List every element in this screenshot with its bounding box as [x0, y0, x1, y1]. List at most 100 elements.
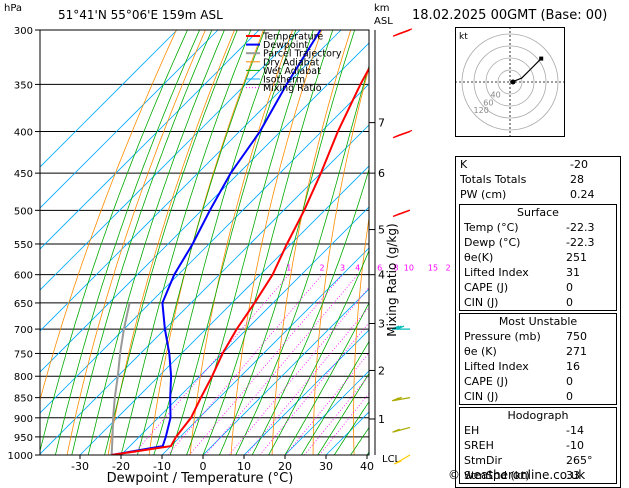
surface-value: 31 — [566, 266, 580, 279]
wet-adiabat-line — [301, 340, 369, 455]
pressure-tick-label: 900 — [14, 414, 33, 425]
legend-entry: Parcel Trajectory — [263, 49, 342, 60]
hodo-row: StmDir 265° — [460, 453, 616, 468]
unstable-label: θe (K) — [464, 345, 497, 358]
mixing-ratio-line — [245, 306, 369, 455]
mixing-ratio-axis-label: Mixing Ratio (g/kg) — [385, 223, 399, 336]
mixing-ratio-line — [167, 274, 323, 455]
temp-tick-label: -10 — [153, 460, 171, 473]
hodograph-unit-label: kt — [459, 32, 468, 42]
index-label: Totals Totals — [460, 173, 527, 186]
surface-row: Temp (°C) -22.3 — [460, 220, 616, 235]
location-title: 51°41'N 55°06'E 159m ASL — [58, 8, 223, 22]
wind-barb — [391, 325, 410, 330]
temp-tick-label: -30 — [71, 460, 89, 473]
isotherm-line — [202, 288, 369, 455]
plot-frame — [39, 29, 370, 456]
wet-adiabat-line — [169, 30, 297, 455]
wet-adiabat-line — [317, 372, 369, 455]
indices-panel: K -20 Totals Totals 28 PW (cm) 0.24 Surface T… — [455, 156, 621, 488]
wet-adiabat-line — [71, 30, 213, 455]
mixing-ratio-line — [228, 286, 369, 455]
surface-value: 251 — [566, 251, 587, 264]
wind-barb — [392, 209, 411, 218]
unstable-value: 271 — [566, 345, 587, 358]
unstable-label: Pressure (mb) — [464, 330, 541, 343]
unstable-value: 0 — [566, 375, 573, 388]
wet-adiabat-line — [186, 30, 314, 455]
hodo-label: SREH — [464, 439, 494, 452]
surface-label: Dewp (°C) — [464, 236, 521, 249]
hodo-row: EH -14 — [460, 423, 616, 438]
pressure-tick-label: 400 — [14, 128, 33, 139]
km-tick-label: 2 — [378, 364, 385, 377]
surface-value: 0 — [566, 296, 573, 309]
pressure-tick-label: 700 — [14, 325, 33, 336]
wet-adiabat-line — [268, 249, 369, 455]
temp-tick-label: -20 — [112, 460, 130, 473]
surface-label: CAPE (J) — [464, 281, 509, 294]
legend-entry: Dewpoint — [263, 40, 308, 51]
wet-adiabat-line — [366, 451, 369, 455]
isotherm-line — [40, 83, 369, 414]
hodograph-ring — [461, 33, 559, 131]
hodograph-ring — [473, 45, 547, 119]
dry-adiabat-line — [66, 30, 206, 455]
dewpoint-line — [111, 30, 322, 455]
wind-barb — [392, 129, 413, 139]
unstable-value: 16 — [566, 360, 580, 373]
unstable-row: Lifted Index 16 — [460, 359, 616, 374]
surface-value: -22.3 — [566, 221, 595, 234]
wind-barb — [392, 396, 411, 402]
hodo-value: -10 — [566, 439, 584, 452]
hodo-row: SREH -10 — [460, 438, 616, 453]
unstable-value: 0 — [566, 390, 573, 403]
hodo-value: 33 — [566, 469, 580, 482]
datetime-title: 18.02.2025 00GMT (Base: 00) — [412, 8, 608, 23]
dry-adiabat-line — [230, 30, 323, 455]
isotherm-line — [40, 30, 219, 209]
wind-barb — [392, 28, 413, 37]
km-tick-label: 6 — [378, 167, 385, 180]
km-tick-label: 3 — [378, 318, 385, 331]
copyright-footer: © weatheronline.co.uk — [448, 468, 586, 482]
surface-row: θe(K) 251 — [460, 250, 616, 265]
hodograph-ring-label: 60 — [483, 98, 493, 107]
dry-adiabat-line — [148, 30, 264, 455]
surface-label: Lifted Index — [464, 266, 529, 279]
legend-entry: Temperature — [262, 32, 323, 43]
temperature-line — [111, 66, 369, 455]
unstable-box: Most Unstable Pressure (mb) 750 θe (K) 271 L… — [459, 313, 617, 405]
dry-adiabat-line — [353, 215, 369, 455]
surface-label: CIN (J) — [464, 296, 499, 309]
dry-adiabat-line — [312, 66, 369, 455]
pressure-tick-label: 300 — [14, 26, 33, 37]
lcl-label: LCL — [382, 454, 401, 465]
dry-adiabat-line — [431, 30, 450, 455]
dry-adiabat-line — [107, 30, 235, 455]
temp-tick-label: 0 — [200, 460, 207, 473]
unstable-label: CIN (J) — [464, 390, 499, 403]
unstable-row: Pressure (mb) 750 — [460, 329, 616, 344]
temp-tick-label: 20 — [278, 460, 292, 473]
wet-adiabat-line — [55, 30, 200, 455]
surface-row: CIN (J) 0 — [460, 295, 616, 310]
legend-entry: Mixing Ratio — [263, 83, 322, 94]
unstable-label: Lifted Index — [464, 360, 529, 373]
surface-title: Surface — [517, 206, 559, 219]
index-value: 0.24 — [570, 188, 595, 201]
wet-adiabat-line — [87, 30, 225, 455]
unstable-label: CAPE (J) — [464, 375, 509, 388]
pressure-tick-label: 650 — [14, 299, 33, 310]
surface-row: Lifted Index 31 — [460, 265, 616, 280]
isotherm-line — [40, 42, 369, 373]
isotherm-line — [40, 124, 369, 455]
surface-value: 0 — [566, 281, 573, 294]
km-tick-label: 7 — [378, 117, 385, 130]
km-tick-label: 1 — [378, 413, 385, 426]
mixing-ratio-label: 2 — [319, 264, 324, 273]
wet-adiabat-line — [153, 30, 281, 455]
isotherm-line — [161, 247, 369, 455]
pressure-tick-label: 600 — [14, 271, 33, 282]
